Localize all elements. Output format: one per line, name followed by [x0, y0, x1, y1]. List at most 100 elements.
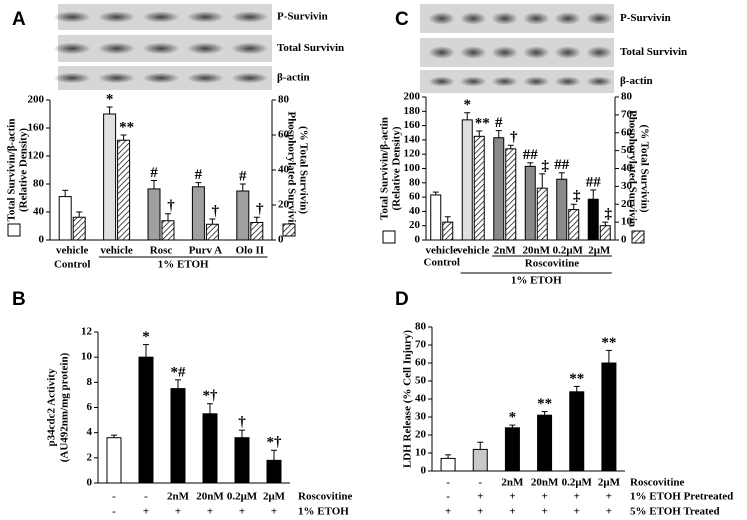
bar [103, 113, 117, 241]
legend-swatch [382, 230, 396, 244]
y2-axis-label: (% Total Survivin) [297, 126, 309, 214]
annotation: † [167, 198, 175, 214]
blot-band [97, 42, 136, 55]
annotation: † [212, 203, 220, 219]
blot-band [586, 12, 613, 25]
annotation: *# [171, 364, 187, 380]
bar [161, 220, 175, 241]
y-tick-label: 140 [404, 133, 421, 145]
row-cell: 2μM [598, 477, 621, 489]
x-tick-label: 20nM [523, 245, 551, 257]
blot-band [523, 12, 550, 25]
group-label: Control [54, 259, 90, 271]
y-axis-label: p34cdc2 Activity [46, 368, 58, 446]
bar [524, 165, 536, 241]
blot-band [554, 46, 581, 59]
blot-label: β-actin [277, 72, 310, 84]
y-tick-label: 200 [28, 94, 45, 106]
x-tick-label: 2nM [494, 245, 517, 257]
blot-band [97, 11, 136, 23]
y-tick-label: 120 [404, 148, 421, 160]
row-cell: + [477, 506, 483, 518]
row-label: 1% ETOH [298, 506, 349, 518]
y2-tick-label: 20 [278, 199, 290, 211]
y-tick-label: 8 [87, 376, 93, 388]
y-tick-label: 0 [39, 234, 45, 246]
annotation: ‡ [605, 207, 613, 223]
y-tick-label: 2 [87, 451, 93, 463]
row-cell: - [478, 477, 482, 489]
y-tick-label: 6 [87, 401, 93, 413]
annotation: ## [523, 147, 539, 163]
bar [493, 137, 505, 241]
blot-band [231, 11, 269, 23]
x-tick-label: 0.2μM [553, 245, 584, 257]
x-tick-label: Purv A [189, 245, 222, 257]
x-tick-label: Olo II [236, 245, 264, 257]
bar [430, 194, 442, 241]
y-tick-label: 10 [415, 447, 427, 459]
annotation: # [239, 168, 247, 184]
bar [442, 221, 454, 241]
panel-letter: D [395, 289, 409, 310]
bar [58, 196, 72, 241]
annotation: † [256, 202, 264, 218]
row-cell: 2μM [263, 491, 286, 503]
row-cell: + [477, 491, 483, 503]
blot-band [460, 46, 487, 59]
y-tick-label: 160 [28, 122, 45, 134]
bar [568, 209, 580, 241]
bar [440, 457, 456, 472]
y-tick-label: 80 [415, 321, 427, 333]
legend-swatch [7, 223, 21, 237]
bar [170, 388, 186, 484]
annotation: ** [601, 335, 616, 351]
y2-tick-label: 40 [621, 162, 633, 174]
y-axis-label: Total Survivin/β-actin [379, 117, 391, 220]
y2-tick-label: 70 [621, 108, 633, 120]
row-cell: - [112, 491, 116, 503]
bar [138, 356, 154, 484]
row-cell: 20nM [196, 491, 224, 503]
bar [266, 459, 282, 484]
x-tick-label: vehicle [100, 245, 132, 257]
row-cell: + [175, 506, 181, 518]
row-cell: + [541, 491, 547, 503]
annotation: ** [119, 119, 134, 135]
y-tick-label: 4 [87, 426, 93, 438]
y2-tick-label: 40 [278, 164, 290, 176]
annotation: ** [537, 396, 552, 412]
y-axis-label: (Relative Density) [18, 128, 30, 212]
annotation: # [195, 167, 203, 183]
y2-tick-label: 30 [621, 180, 633, 192]
bar [72, 216, 86, 241]
row-cell: + [445, 506, 451, 518]
blot-label: Total Survivin [277, 42, 344, 54]
y2-tick-label: 0 [278, 234, 284, 246]
y2-tick-label: 80 [621, 91, 633, 103]
row-cell: 20nM [531, 477, 559, 489]
y2-tick-label: 20 [621, 198, 633, 210]
bar [601, 362, 617, 472]
annotation: † [238, 415, 246, 431]
y-tick-label: 0 [421, 465, 427, 477]
row-cell: + [541, 506, 547, 518]
annotation: † [510, 130, 518, 146]
blot-band [186, 72, 225, 84]
y-tick-label: 60 [415, 357, 427, 369]
group-label: Roscovitine [525, 258, 580, 270]
legend-swatch [282, 223, 296, 237]
y-tick-label: 160 [404, 119, 421, 131]
y-axis-label: LDH Release (% Cell Injury) [402, 330, 414, 468]
y-tick-label: 0 [87, 477, 93, 489]
y2-tick-label: 0 [621, 234, 627, 246]
x-tick-label: vehicle [426, 245, 458, 257]
y-tick-label: 70 [415, 339, 427, 351]
bar [202, 413, 218, 484]
annotation: ** [475, 115, 490, 131]
bar [461, 119, 473, 241]
bar [587, 198, 599, 241]
row-cell: + [606, 506, 612, 518]
bar [117, 139, 131, 241]
group-label: Control [424, 257, 460, 269]
